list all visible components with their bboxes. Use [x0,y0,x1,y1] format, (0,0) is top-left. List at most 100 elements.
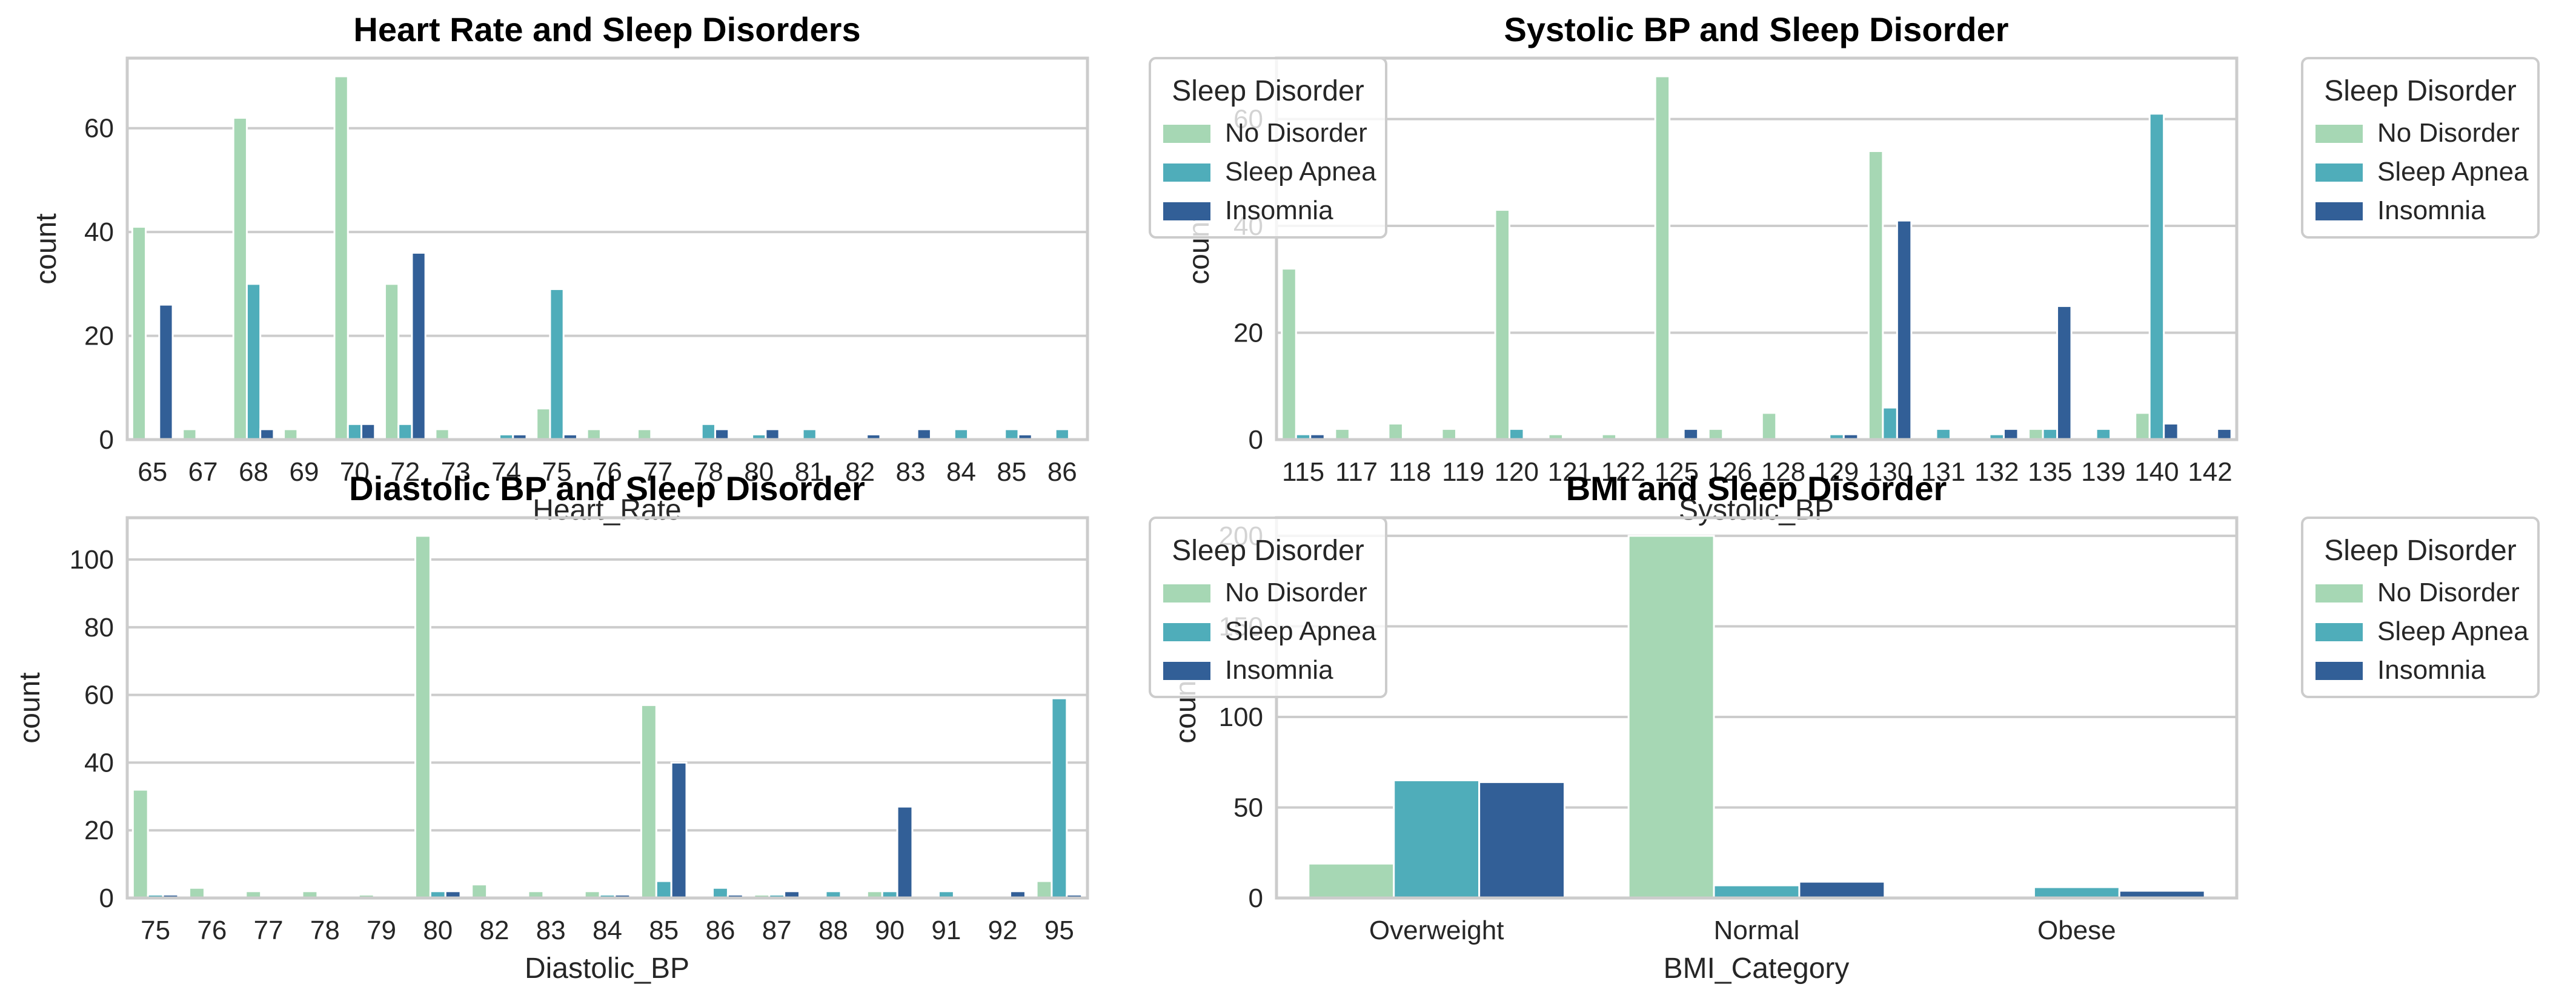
y-tick-label: 40 [84,217,114,247]
bar [1713,884,1801,899]
bar [1882,406,1898,441]
x-tick-label: 77 [254,916,284,945]
bar [2056,305,2073,441]
y-tick-label: 20 [1233,319,1263,348]
bar [1798,880,1886,899]
x-tick-label: 68 [239,457,268,487]
x-tick-label: 82 [845,457,875,487]
legend-entry: Insomnia [1225,196,1333,225]
bar [1387,423,1404,441]
x-tick-label: 75 [141,916,170,945]
x-tick-label: 70 [340,457,370,487]
legend-box [1149,57,1387,239]
bar [765,428,780,441]
legend: Sleep Disorder No Disorder Sleep Apnea Inso… [2301,57,2540,239]
bar [2095,428,2112,441]
y-tick-label: 20 [84,322,114,351]
bar [1054,428,1070,441]
x-tick-label: 87 [762,916,792,945]
legend-swatch [2315,163,2363,182]
chart-title: Diastolic BP and Sleep Disorder [349,469,865,507]
x-tick-label: 82 [480,916,510,945]
x-tick-label: 78 [694,457,723,487]
x-tick-label: 80 [423,916,453,945]
bar [896,805,914,899]
x-tick-label: 76 [593,457,622,487]
x-tick-label: 85 [997,457,1026,487]
x-tick-label: 120 [1495,457,1539,487]
bar [714,428,730,441]
legend-swatch [1163,584,1210,603]
y-tick-label: 0 [99,883,114,913]
x-tick-label: 67 [188,457,218,487]
x-tick-label: 117 [1335,457,1378,487]
bar [549,288,565,441]
bar [1307,862,1395,899]
bar [640,704,657,899]
legend-box [2301,517,2540,698]
x-tick-label: Normal [1714,916,1800,945]
x-tick-label: 126 [1708,457,1752,487]
x-tick-label: 125 [1655,457,1699,487]
bar [1393,779,1481,899]
bar [283,428,299,441]
bar [1935,428,1951,441]
bar [347,423,363,441]
legend-entry: Sleep Apnea [1225,616,1376,646]
legend-swatch [2315,662,2363,680]
bar [1867,150,1884,441]
bar [1035,880,1053,899]
bar [1478,781,1565,899]
bar [360,423,376,441]
legend-entry: Sleep Apnea [2377,616,2529,646]
y-tick-label: 60 [84,681,114,710]
x-tick-label: 129 [1814,457,1859,487]
x-tick-label: 86 [1047,457,1077,487]
legend-entry: Sleep Apnea [1225,157,1376,187]
chart-panel-3: 0 20 40 60 80 100 75 76 77 78 79 80 82 83 84 85 86 87 88 90… [14,516,1089,985]
x-tick-label: 115 [1282,457,1324,487]
bar [188,886,205,899]
bar [655,880,672,899]
bar [1896,219,1913,441]
legend-entry: No Disorder [2377,578,2520,607]
legend-entry: No Disorder [1225,118,1367,148]
bar [2134,412,2151,441]
x-tick-label: 85 [649,916,679,945]
legend-title: Sleep Disorder [1172,75,1364,107]
y-tick-label: 0 [99,425,114,455]
bar [182,428,198,441]
bar [2033,886,2120,899]
legend-title: Sleep Disorder [2324,75,2517,107]
bar [2002,428,2019,441]
x-tick-label: 139 [2081,457,2125,487]
axes-frame [125,56,1089,441]
x-tick-label: 140 [2134,457,2179,487]
y-tick-label: 20 [84,816,114,845]
x-tick-label: 78 [310,916,340,945]
x-tick-label: 86 [705,916,735,945]
bar [637,428,652,441]
x-tick-label: 74 [491,457,521,487]
x-tick-label: 142 [2188,457,2232,487]
x-tick-label: 83 [896,457,926,487]
legend-swatch [2315,584,2363,603]
bar [158,303,174,441]
bar [1004,428,1020,441]
bar [259,428,275,441]
x-tick-label: 80 [744,457,774,487]
y-tick-label: 0 [1249,883,1263,913]
x-tick-label: 118 [1389,457,1431,487]
x-tick-label: Overweight [1369,916,1504,945]
x-axis-label: Systolic_BP [1679,494,1834,526]
legend-entry: Insomnia [1225,655,1333,685]
legend: Sleep Disorder No Disorder Sleep Apnea Inso… [1149,57,1387,239]
y-tick-label: 50 [1233,793,1263,822]
x-tick-label: 69 [289,457,319,487]
bar [2216,428,2232,441]
x-tick-label: 73 [441,457,471,487]
bar [1707,428,1724,441]
legend: Sleep Disorder No Disorder Sleep Apnea Inso… [2301,517,2540,698]
bar [1441,428,1457,441]
